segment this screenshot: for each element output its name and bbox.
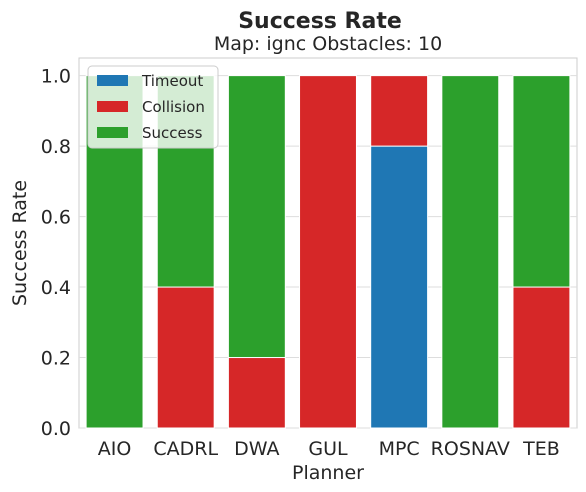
x-tick-label: TEB [522, 438, 560, 460]
x-axis-label: Planner [292, 462, 364, 484]
y-tick-label: 0.8 [41, 136, 71, 158]
y-axis-label: Success Rate [9, 180, 31, 306]
legend-label-success: Success [142, 124, 203, 142]
bar-collision-dwa [227, 357, 286, 429]
chart-title: Success Rate [238, 9, 402, 34]
bar-collision-cadrl [156, 286, 215, 429]
y-tick-label: 0.0 [41, 418, 71, 440]
legend-label-collision: Collision [142, 98, 205, 116]
bar-timeout-mpc [370, 145, 429, 429]
x-tick-label: DWA [234, 438, 279, 460]
legend-label-timeout: Timeout [141, 72, 203, 90]
legend-swatch-collision [97, 101, 128, 112]
y-tick-label: 0.6 [41, 207, 71, 229]
x-tick-label: AIO [98, 438, 132, 460]
x-tick-label: MPC [379, 438, 420, 460]
bar-collision-teb [512, 286, 571, 429]
y-tick-labels: 0.0 0.2 0.4 0.6 0.8 1.0 [41, 66, 71, 440]
y-tick-label: 0.2 [41, 348, 71, 370]
legend-swatch-success [97, 127, 128, 138]
bar-collision-mpc [370, 75, 429, 147]
x-tick-labels: AIO CADRL DWA GUL MPC ROSNAV TEB [98, 438, 560, 460]
chart-subtitle: Map: ignc Obstacles: 10 [214, 33, 442, 55]
y-tick-label: 0.4 [41, 277, 71, 299]
x-tick-label: GUL [308, 438, 348, 460]
bar-success-rosnav [441, 75, 500, 429]
bar-collision-gul [299, 75, 357, 429]
legend-swatch-timeout [97, 75, 128, 86]
y-tick-label: 1.0 [41, 66, 71, 88]
bar-success-teb [512, 75, 571, 288]
x-tick-label: CADRL [153, 438, 218, 460]
x-tick-label: ROSNAV [431, 438, 510, 460]
legend: Timeout Collision Success [87, 65, 219, 149]
bar-success-dwa [227, 75, 286, 359]
